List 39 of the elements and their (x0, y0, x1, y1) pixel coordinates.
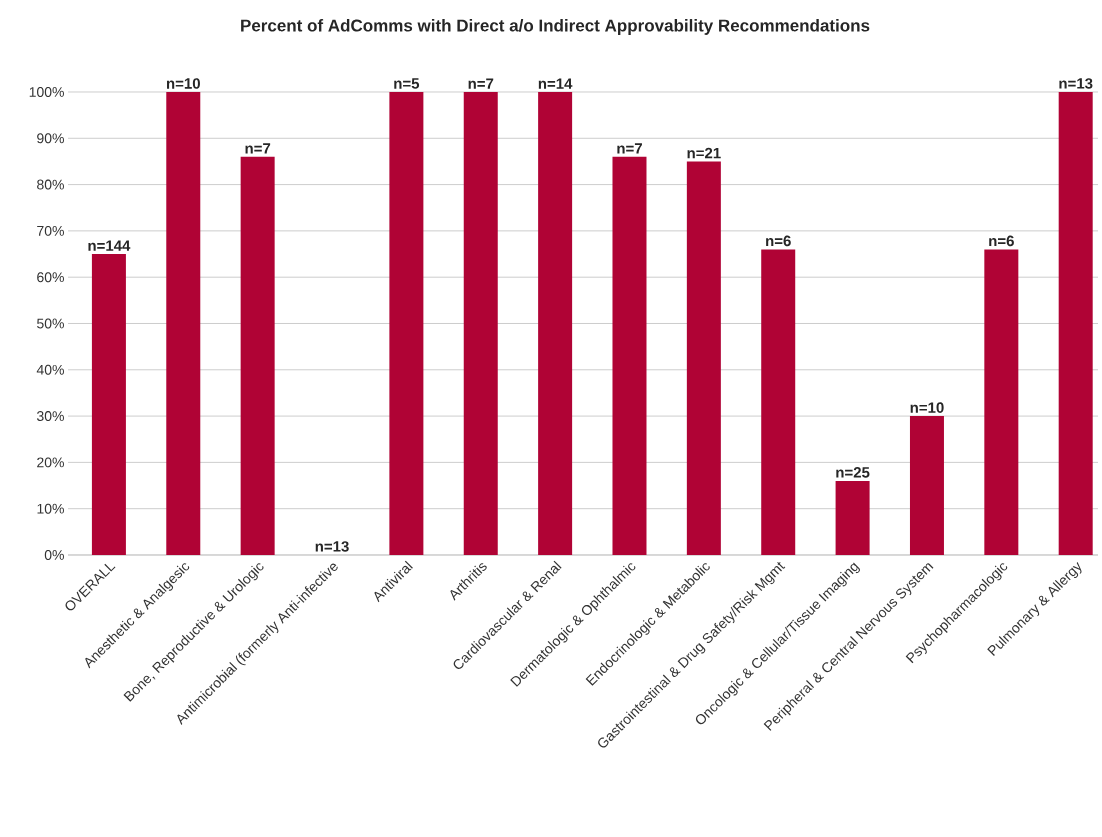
annotation: n=7 (468, 78, 494, 89)
annotation: n=25 (836, 467, 870, 478)
annotation: n=7 (245, 143, 271, 154)
bar (166, 91, 201, 555)
bar (686, 161, 721, 555)
bar (612, 156, 647, 555)
annotation: n=10 (166, 78, 200, 89)
y-tick-label: 0% (44, 550, 64, 560)
y-tick-label: 90% (37, 133, 64, 144)
bar (761, 249, 796, 555)
y-tick-label: 40% (36, 364, 64, 375)
annotation: n=6 (989, 235, 1014, 247)
annotation: n=7 (617, 143, 642, 154)
annotation: n=13 (315, 541, 349, 552)
y-tick-label: 60% (37, 272, 64, 283)
annotation: n=144 (88, 240, 131, 251)
y-tick-label: 100% (29, 87, 64, 97)
bar (240, 156, 275, 555)
chart-title: Percent of AdComms with Direct a/o Indirect Approvability Recommendations (241, 19, 870, 35)
annotation: n=5 (394, 78, 420, 89)
bar (463, 91, 498, 555)
y-tick-label: 70% (37, 225, 64, 236)
bar (538, 91, 573, 555)
bar (984, 249, 1019, 555)
annotation: n=13 (1059, 78, 1093, 89)
y-tick-label: 50% (37, 318, 64, 329)
annotation: n=21 (687, 147, 721, 159)
annotation: n=14 (538, 78, 573, 89)
bar (1058, 91, 1093, 555)
bar (835, 480, 870, 555)
y-tick-label: 30% (36, 411, 64, 422)
bar (389, 91, 424, 555)
annotation: n=6 (766, 235, 791, 247)
annotation: n=10 (910, 402, 944, 413)
bar (91, 254, 126, 555)
y-tick-label: 20% (37, 457, 64, 468)
y-tick-label: 80% (37, 179, 64, 190)
y-tick-label: 10% (37, 503, 64, 514)
bar (909, 416, 944, 555)
